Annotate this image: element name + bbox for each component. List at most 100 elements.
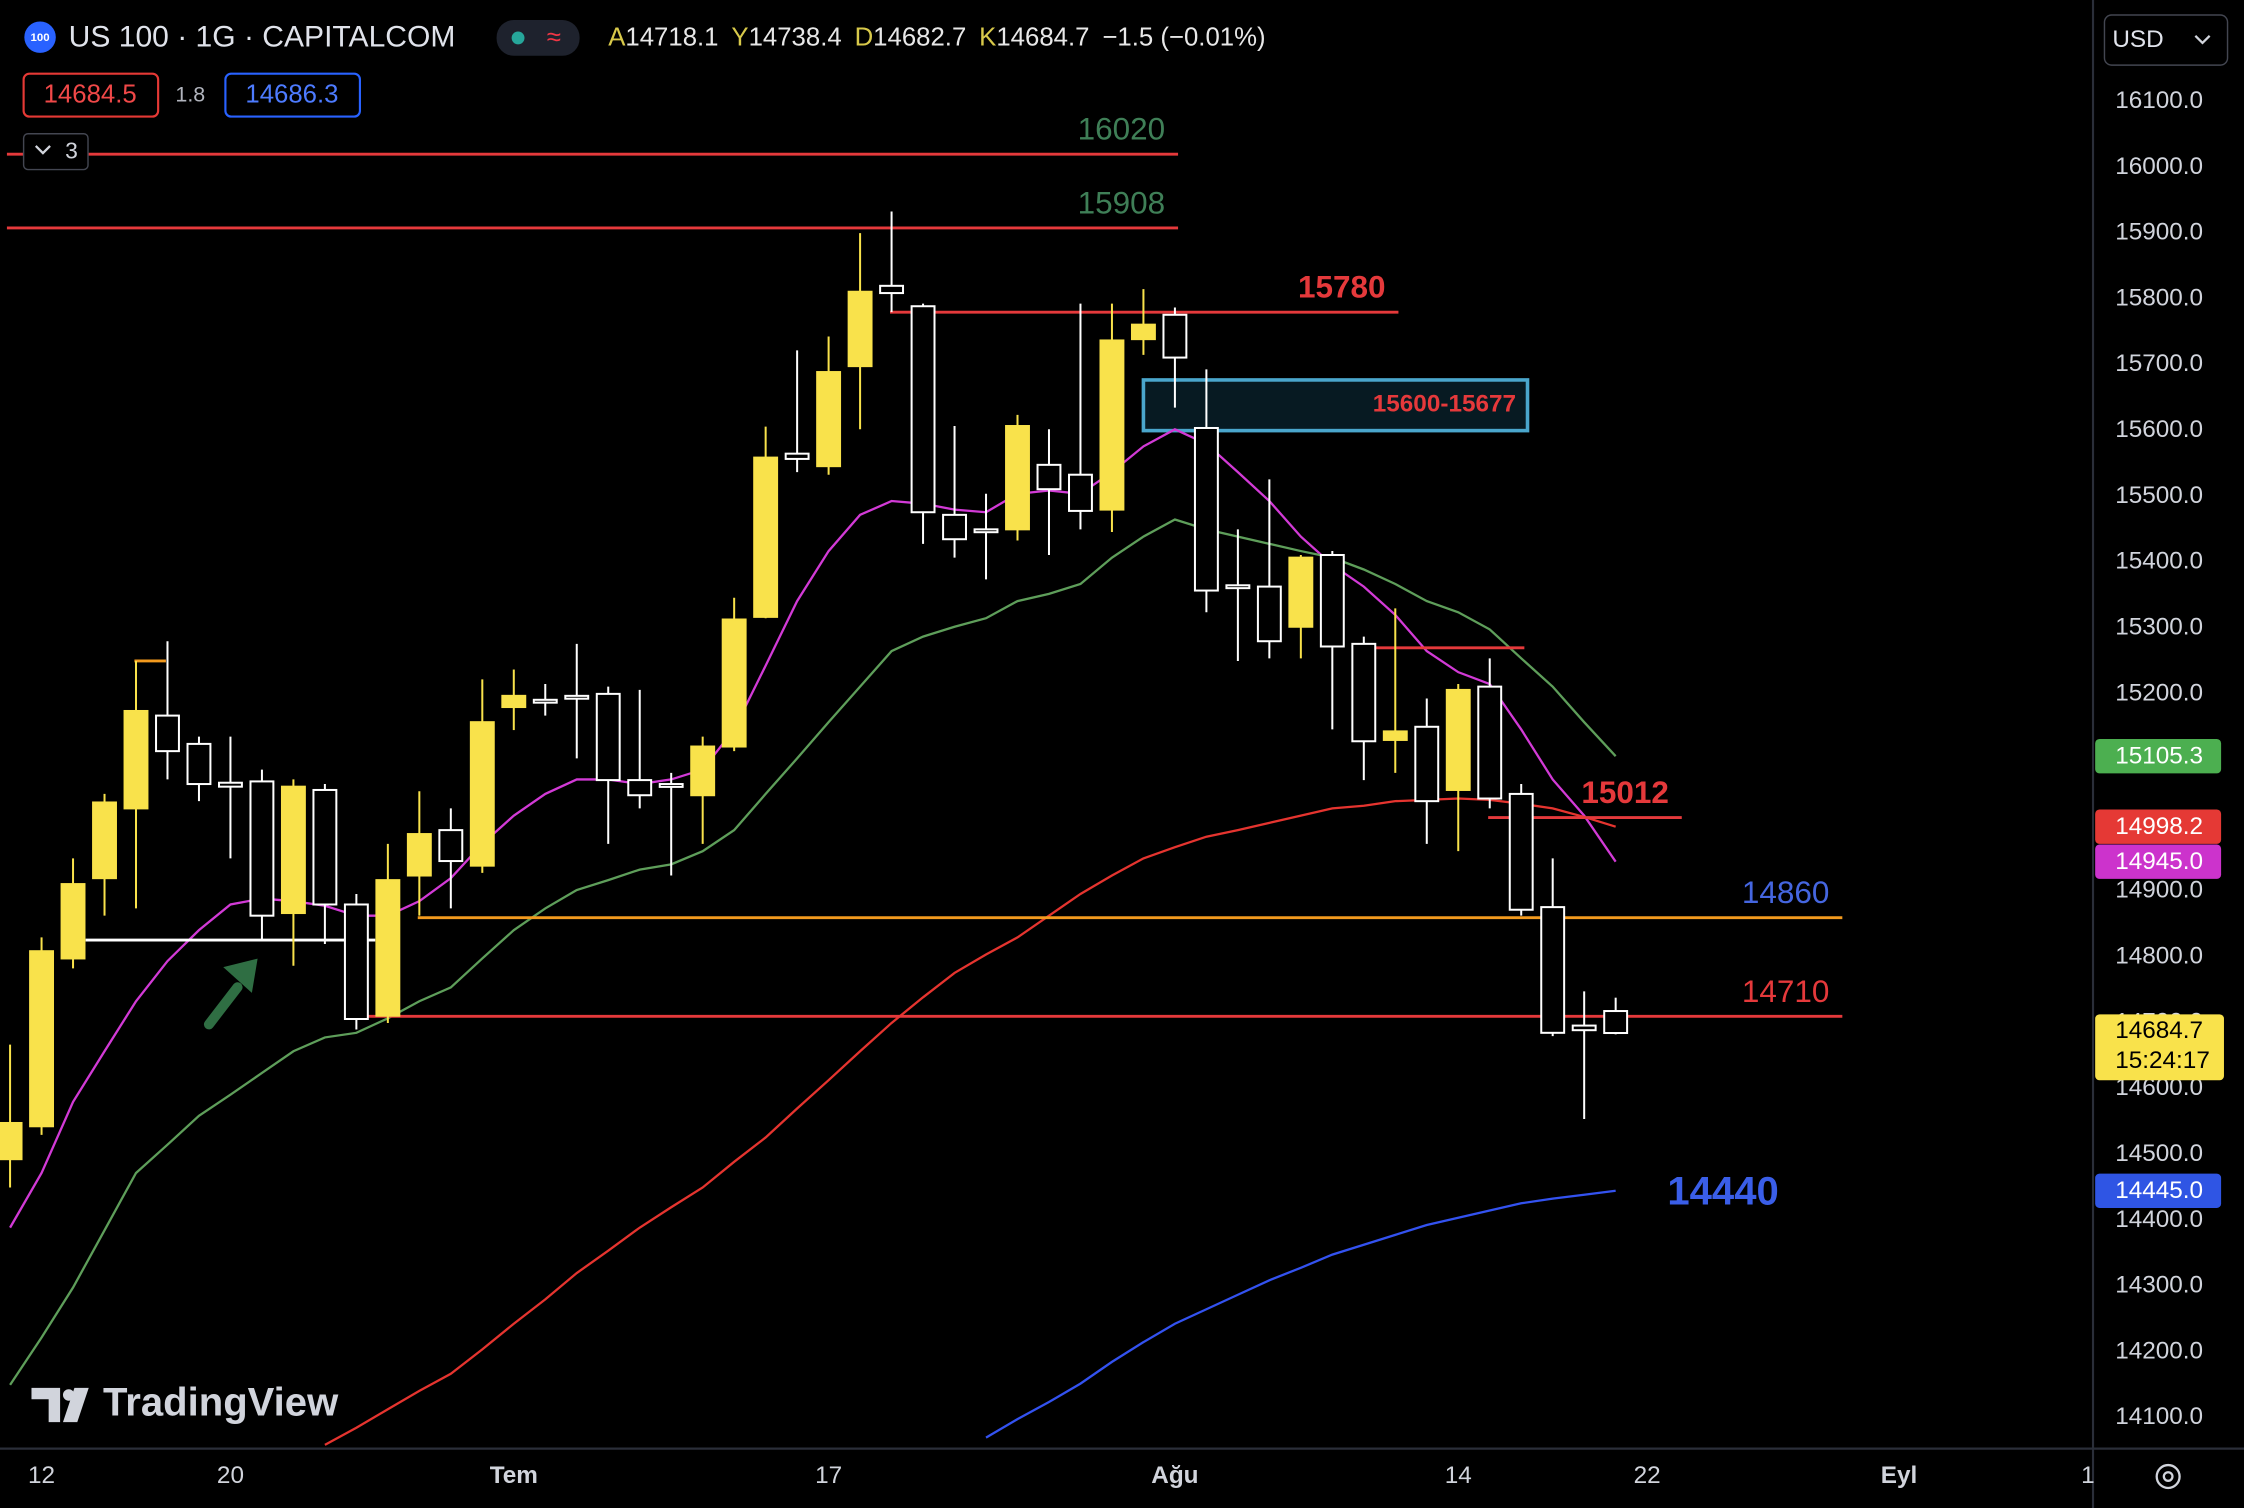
candle-body <box>1256 585 1282 643</box>
candle-body <box>406 833 432 877</box>
candle-body <box>1099 339 1125 511</box>
zone-label: 15600-15677 <box>1373 391 1516 418</box>
settings-icon[interactable] <box>2155 1463 2181 1490</box>
ohlc-value: 14684.7 <box>996 23 1089 51</box>
ohlc-key: A <box>608 23 626 51</box>
price-badge-label: 14445.0 <box>2115 1177 2203 1204</box>
moving-average-line <box>9 428 1617 1229</box>
x-tick-label: Tem <box>490 1462 538 1489</box>
candle-body <box>1193 426 1219 592</box>
ohlc-key: Y <box>731 23 748 51</box>
currency-dropdown[interactable] <box>2103 14 2229 66</box>
candle-body <box>1414 725 1440 803</box>
buy-button[interactable] <box>224 72 362 118</box>
y-tick-label: 15500.0 <box>2115 482 2203 509</box>
candle-body <box>847 290 873 368</box>
candle-body <box>469 721 495 867</box>
candle-body <box>1319 554 1345 648</box>
x-tick-label: 1 <box>2081 1462 2095 1489</box>
candle-body <box>375 879 401 1017</box>
indicators-count: 3 <box>65 137 78 163</box>
logo-icon-dot <box>62 1389 75 1401</box>
price-badge <box>2095 1173 2222 1208</box>
candle-body <box>595 692 621 782</box>
arrow <box>203 982 243 1030</box>
y-tick-label: 15600.0 <box>2115 416 2203 443</box>
level-label: 16020 <box>1078 112 1166 147</box>
candle-body <box>532 698 558 704</box>
candle-body <box>1571 1024 1597 1032</box>
plot: 15600-15677 16020 15908 15780 15012 14860 1471… <box>0 112 1843 1446</box>
ohlc-value: 14738.4 <box>749 23 842 51</box>
candle-body <box>816 371 842 468</box>
annotation: 14440 <box>1667 1170 1778 1214</box>
logo-text: TradingView <box>103 1381 339 1425</box>
candle-body <box>1005 425 1030 531</box>
market-status-dot <box>511 31 525 45</box>
last-price-badge <box>2095 1014 2224 1081</box>
candle-body <box>1508 792 1534 911</box>
price-badge <box>2095 844 2222 879</box>
level-label: 14860 <box>1742 875 1830 910</box>
indicators-toggle[interactable] <box>22 133 89 171</box>
candle-body <box>753 456 779 618</box>
y-tick-label: 15300.0 <box>2115 613 2203 640</box>
ohlc-change: −1.5 (−0.01%) <box>1102 23 1265 51</box>
candle-body <box>973 528 999 534</box>
countdown-label: 15:24:17 <box>2115 1047 2210 1074</box>
y-tick-label: 15900.0 <box>2115 219 2203 246</box>
y-tick-label: 15400.0 <box>2115 548 2203 575</box>
candle-body <box>1162 313 1188 359</box>
ohlc-key: D <box>855 23 874 51</box>
candle-body <box>1130 323 1156 341</box>
x-tick-label: 17 <box>815 1462 842 1489</box>
candle-body <box>1288 556 1314 628</box>
arrow-head <box>223 958 258 993</box>
x-tick-label: Eyl <box>1881 1462 1918 1489</box>
ohlc-key: K <box>979 23 996 51</box>
candle-body <box>186 742 212 786</box>
level-label: 15012 <box>1581 775 1669 810</box>
price-badge-label: 14998.2 <box>2115 813 2203 840</box>
candle-body <box>155 714 180 753</box>
zone-box <box>1141 378 1530 433</box>
candle-body <box>1540 906 1566 1034</box>
price-badge <box>2095 739 2222 774</box>
x-tick-label: 22 <box>1634 1462 1661 1489</box>
candle-body <box>280 785 306 915</box>
x-tick-label: 20 <box>217 1462 244 1489</box>
currency: USD <box>2112 26 2163 53</box>
candle-body <box>1603 1010 1629 1035</box>
y-tick-label: 14800.0 <box>2115 943 2203 970</box>
y-tick-label: 16100.0 <box>2115 87 2203 114</box>
x-tick-label: 14 <box>1445 1462 1472 1489</box>
sell-button[interactable] <box>22 72 160 118</box>
y-tick-label: 14400.0 <box>2115 1206 2203 1233</box>
candle-body <box>123 709 149 810</box>
candle-body <box>784 452 810 460</box>
candle-body <box>690 745 716 797</box>
level-label: 15908 <box>1078 185 1166 220</box>
y-tick-label: 14300.0 <box>2115 1272 2203 1299</box>
price-axis: 14100.014200.014300.014400.014500.014600… <box>2095 87 2224 1430</box>
candle-body <box>627 779 653 797</box>
symbol-icon <box>24 21 56 53</box>
symbol-title[interactable]: US 100 · 1G · CAPITALCOM <box>69 21 456 54</box>
candle-body <box>501 694 527 709</box>
candle-body <box>0 1121 23 1161</box>
candle-body <box>879 284 905 295</box>
last-price-label: 14684.7 <box>2115 1017 2203 1044</box>
candle-body <box>942 513 967 541</box>
x-tick-label: 12 <box>28 1462 55 1489</box>
price-badge <box>2095 809 2222 844</box>
x-tick-label: Ağu <box>1151 1462 1198 1489</box>
y-tick-label: 16000.0 <box>2115 153 2203 180</box>
status-pill[interactable] <box>496 20 580 56</box>
candle-body <box>249 780 275 917</box>
bid-price: 14684.5 <box>44 81 137 109</box>
y-tick-label: 15800.0 <box>2115 284 2203 311</box>
candle-body <box>564 694 590 700</box>
level-label: 15780 <box>1298 270 1386 305</box>
level-label: 14710 <box>1742 974 1830 1009</box>
